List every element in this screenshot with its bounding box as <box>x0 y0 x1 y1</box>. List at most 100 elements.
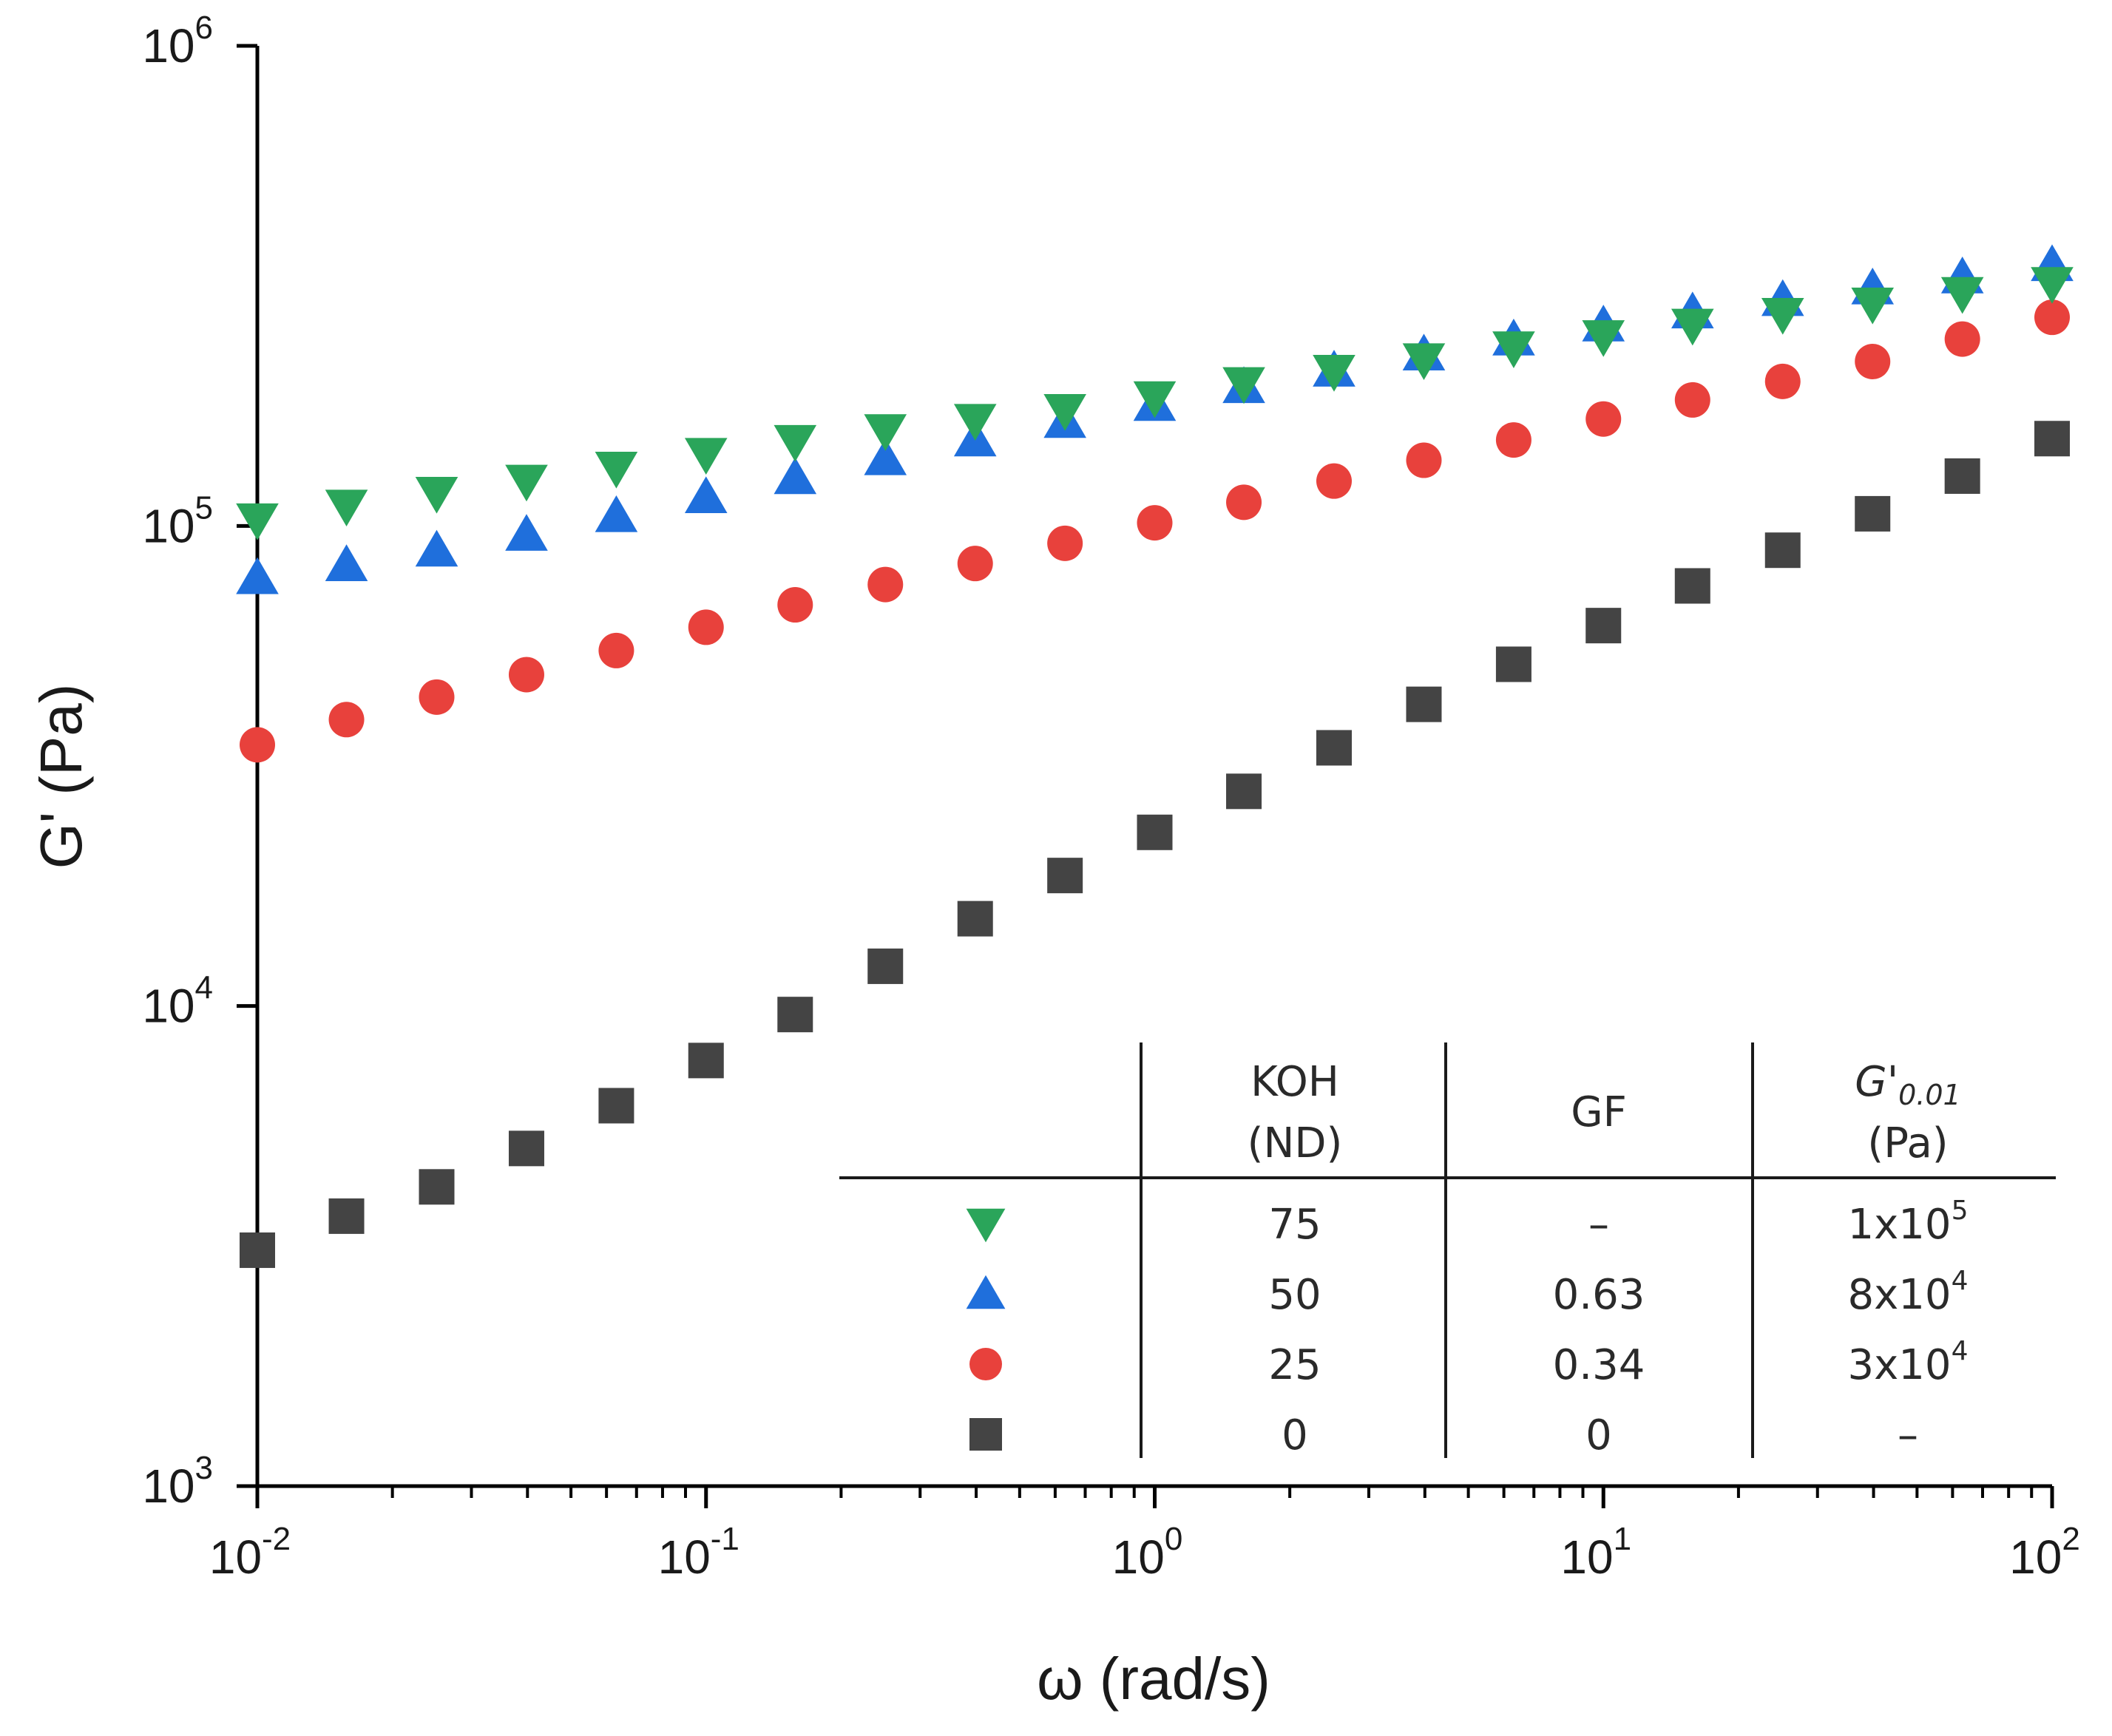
data-point-triangle-down <box>684 438 728 475</box>
data-point-circle <box>957 546 993 582</box>
data-point-triangle-down <box>953 404 997 441</box>
data-point-circle <box>2034 299 2070 336</box>
legend-g-value-exponent: 5 <box>1952 1196 1969 1226</box>
data-point-triangle-down <box>2031 267 2074 304</box>
series-square <box>240 421 2070 1268</box>
legend-gf-value: – <box>1588 1201 1609 1249</box>
data-point-square <box>1316 730 1353 766</box>
legend-gf-value: 0.63 <box>1553 1271 1645 1319</box>
data-point-square <box>777 997 813 1033</box>
series-circle <box>240 299 2070 763</box>
data-point-triangle-down <box>1402 343 1446 381</box>
data-point-circle <box>777 587 813 623</box>
data-point-circle <box>1316 463 1353 499</box>
data-point-square <box>1585 608 1622 644</box>
legend-g-value-exponent: 4 <box>1952 1266 1969 1296</box>
x-tick-label: 10-2 <box>209 1521 291 1584</box>
data-point-triangle-up <box>325 544 368 581</box>
y-tick-label-base: 10 <box>142 19 194 72</box>
data-point-square <box>1047 858 1083 894</box>
x-tick-label-base: 10 <box>209 1530 262 1584</box>
data-point-square <box>1674 568 1710 604</box>
legend-header-gf: GF <box>1571 1088 1627 1136</box>
x-tick-label: 100 <box>1112 1521 1183 1584</box>
legend-g-value-exponent: 4 <box>1952 1336 1969 1366</box>
data-point-triangle-down <box>1222 367 1265 404</box>
data-point-triangle-up <box>864 438 907 475</box>
y-tick-label: 105 <box>142 489 213 552</box>
y-tick-label-base: 10 <box>142 980 194 1033</box>
data-point-square <box>328 1198 365 1234</box>
data-point-square <box>1226 773 1262 810</box>
data-point-triangle-down <box>1582 320 1625 357</box>
data-point-square <box>867 948 904 984</box>
data-point-triangle-up <box>595 495 638 532</box>
legend-header-g-main: G' <box>1855 1058 1898 1106</box>
data-point-triangle-down <box>595 451 638 489</box>
data-point-circle <box>867 566 904 603</box>
legend-g-value-base: 8x10 <box>1848 1271 1952 1319</box>
data-point-circle <box>1226 484 1262 521</box>
data-point-triangle-down <box>1043 394 1086 431</box>
y-axis-title: G' (Pa) <box>28 684 94 869</box>
data-point-square <box>1495 646 1531 682</box>
x-tick-label-base: 10 <box>1560 1530 1613 1584</box>
data-point-triangle-down <box>1671 308 1714 346</box>
legend-koh-value: 50 <box>1268 1271 1321 1319</box>
legend-marker-triangle-up <box>966 1275 1006 1309</box>
legend-row: 25 0.34 3x104 <box>969 1336 1968 1389</box>
legend-header-koh: KOH <box>1250 1058 1339 1106</box>
x-tick-label: 10-1 <box>658 1521 739 1584</box>
data-point-square <box>1137 814 1173 850</box>
data-point-circle <box>688 609 724 645</box>
x-tick-label: 102 <box>2009 1521 2080 1584</box>
legend-gf-value: 0 <box>1585 1411 1612 1459</box>
data-point-square <box>2034 421 2070 457</box>
data-point-circle <box>1674 382 1710 418</box>
data-point-triangle-down <box>864 414 907 451</box>
data-point-square <box>240 1232 275 1268</box>
legend-g-value: 8x104 <box>1848 1266 1969 1319</box>
legend-g-value-base: 1x10 <box>1848 1201 1952 1249</box>
data-point-square <box>508 1130 544 1167</box>
x-tick-label-exponent: 1 <box>1614 1521 1631 1557</box>
x-tick-label: 101 <box>1560 1521 1631 1584</box>
data-point-square <box>1855 495 1891 532</box>
data-point-circle <box>1495 422 1531 458</box>
data-point-circle <box>1047 525 1083 561</box>
data-point-triangle-down <box>1313 355 1355 392</box>
y-tick-label-exponent: 5 <box>195 489 213 526</box>
legend-gf-value: 0.34 <box>1553 1341 1645 1389</box>
data-point-triangle-up <box>774 457 817 495</box>
legend-header-g: G'0.01 <box>1855 1058 1960 1111</box>
data-point-circle <box>508 657 544 693</box>
x-tick-label-base: 10 <box>1112 1530 1165 1584</box>
data-point-circle <box>419 679 455 715</box>
data-point-circle <box>1855 343 1891 379</box>
data-point-circle <box>598 632 634 668</box>
data-point-triangle-up <box>684 476 728 514</box>
data-point-triangle-down <box>236 503 279 540</box>
x-tick-label-exponent: 0 <box>1165 1521 1182 1557</box>
x-tick-label-exponent: -2 <box>262 1521 291 1557</box>
x-tick-label-base: 10 <box>658 1530 711 1584</box>
x-tick-label-base: 10 <box>2009 1530 2062 1584</box>
data-point-triangle-down <box>415 476 458 514</box>
data-point-square <box>1944 458 1980 494</box>
legend-g-value-base: – <box>1898 1411 1918 1459</box>
legend-marker-square <box>969 1418 1002 1451</box>
legend-koh-value: 25 <box>1268 1341 1321 1389</box>
data-point-circle <box>1137 505 1173 541</box>
y-tick-label: 104 <box>142 970 213 1033</box>
legend-g-value: – <box>1898 1411 1918 1459</box>
y-tick-label: 103 <box>142 1450 213 1513</box>
y-tick-label-exponent: 3 <box>195 1450 213 1486</box>
data-point-circle <box>240 727 275 763</box>
data-point-triangle-down <box>1133 381 1177 418</box>
legend-marker-triangle-down <box>966 1208 1006 1243</box>
y-tick-label-base: 10 <box>142 499 194 552</box>
